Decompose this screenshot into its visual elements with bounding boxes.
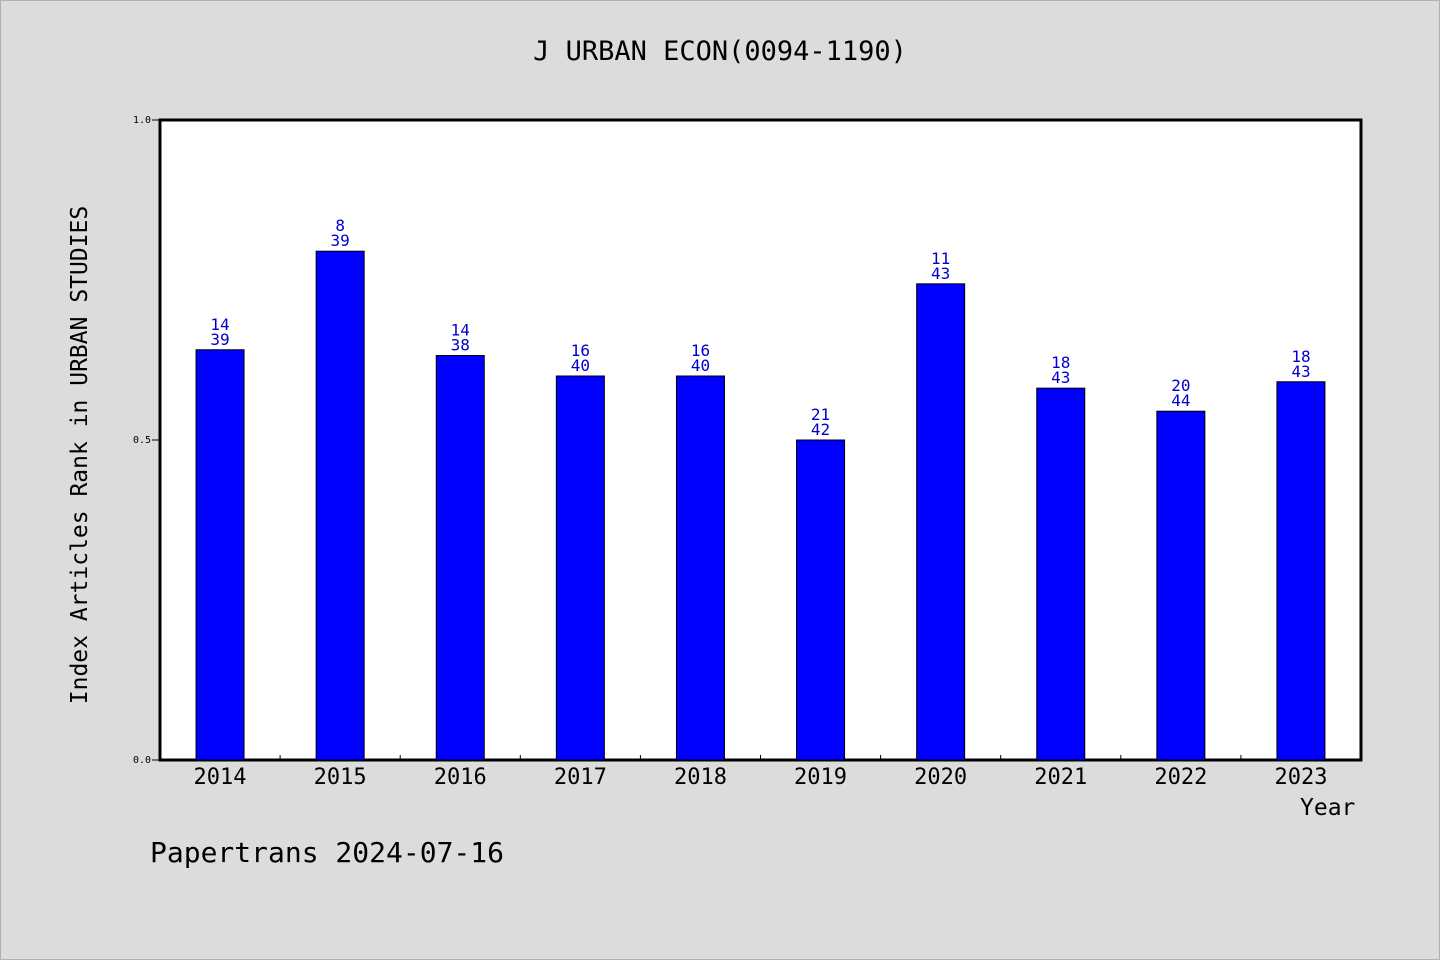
bar-total-label: 39 <box>331 231 350 250</box>
bar-rank-label: 20 <box>1171 376 1190 395</box>
y-tick-label: 0.0 <box>133 755 151 766</box>
x-tick-label: 2017 <box>554 765 607 790</box>
bar-rank-label: 16 <box>571 341 590 360</box>
bar-total-label: 40 <box>691 356 710 375</box>
bar-2019 <box>796 439 846 761</box>
bar-2022 <box>1156 410 1206 761</box>
bar-total-label: 43 <box>1051 368 1070 387</box>
bar-rank-label: 8 <box>335 216 345 235</box>
bar-rank-label: 11 <box>931 249 950 268</box>
chart-title: J URBAN ECON(0094-1190) <box>533 36 907 67</box>
x-tick-label: 2018 <box>674 765 727 790</box>
bar-2016 <box>435 355 485 761</box>
footer-text: Papertrans 2024-07-16 <box>150 836 505 869</box>
bar-rank-label: 16 <box>691 341 710 360</box>
bar-rank-label: 18 <box>1291 347 1310 366</box>
bar-total-label: 43 <box>1291 362 1310 381</box>
y-tick-label: 1.0 <box>133 115 151 126</box>
x-tick-label: 2014 <box>194 765 247 790</box>
bar-rank-label: 14 <box>451 321 470 340</box>
bar-2015 <box>315 250 365 761</box>
bar-2023 <box>1276 381 1326 761</box>
bar-total-label: 38 <box>451 336 470 355</box>
x-tick-label: 2015 <box>314 765 367 790</box>
x-tick-label: 2016 <box>434 765 487 790</box>
y-tick-label: 0.5 <box>133 435 151 446</box>
x-tick-label: 2021 <box>1034 765 1087 790</box>
bar-2014 <box>195 349 245 761</box>
bar-rank-label: 14 <box>210 315 229 334</box>
bar-total-label: 43 <box>931 264 950 283</box>
bar-2017 <box>555 375 605 761</box>
bar-2018 <box>675 375 725 761</box>
x-tick-label: 2019 <box>794 765 847 790</box>
x-axis-label: Year <box>1300 795 1356 821</box>
bar-2021 <box>1036 387 1086 761</box>
bar-rank-label: 18 <box>1051 353 1070 372</box>
bar-total-label: 40 <box>571 356 590 375</box>
x-tick-label: 2023 <box>1274 765 1327 790</box>
bar-2020 <box>916 283 966 761</box>
x-tick-label: 2022 <box>1154 765 1207 790</box>
bar-total-label: 42 <box>811 420 830 439</box>
bar-total-label: 44 <box>1171 391 1190 410</box>
x-tick-label: 2020 <box>914 765 967 790</box>
bar-total-label: 39 <box>210 330 229 349</box>
bar-rank-label: 21 <box>811 405 830 424</box>
